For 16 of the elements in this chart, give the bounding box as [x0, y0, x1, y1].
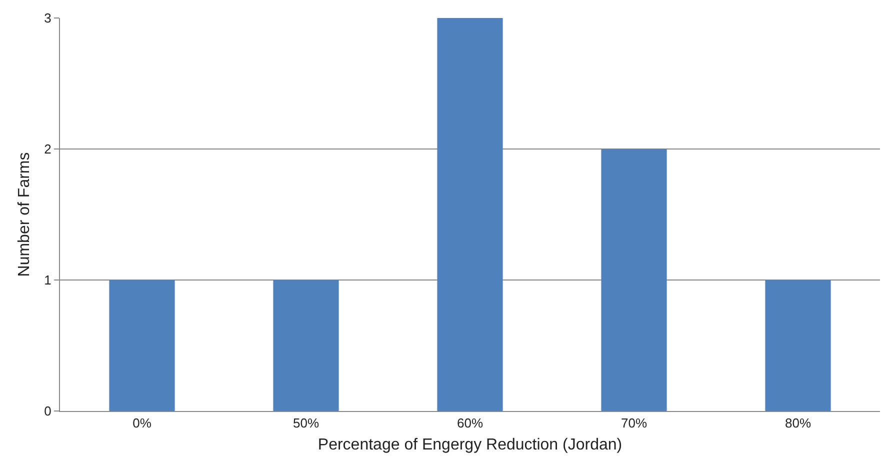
- y-tick-label: 0: [44, 404, 52, 419]
- x-tick-label: 80%: [784, 416, 812, 431]
- bar: [437, 18, 503, 411]
- y-tick-label: 3: [44, 10, 52, 26]
- x-tick-label: 50%: [292, 416, 320, 431]
- bar: [273, 280, 339, 411]
- bar: [109, 280, 175, 411]
- x-axis-title: Percentage of Engergy Reduction (Jordan): [318, 436, 622, 454]
- bar: [765, 280, 831, 411]
- x-tick-label: 0%: [132, 416, 152, 431]
- y-tick-label: 2: [44, 142, 52, 157]
- y-axis-title: Number of Farms: [16, 152, 34, 277]
- x-tick-label: 70%: [620, 416, 648, 431]
- bar: [601, 149, 667, 411]
- y-tick-label: 1: [44, 272, 52, 288]
- x-tick-label: 60%: [456, 416, 484, 431]
